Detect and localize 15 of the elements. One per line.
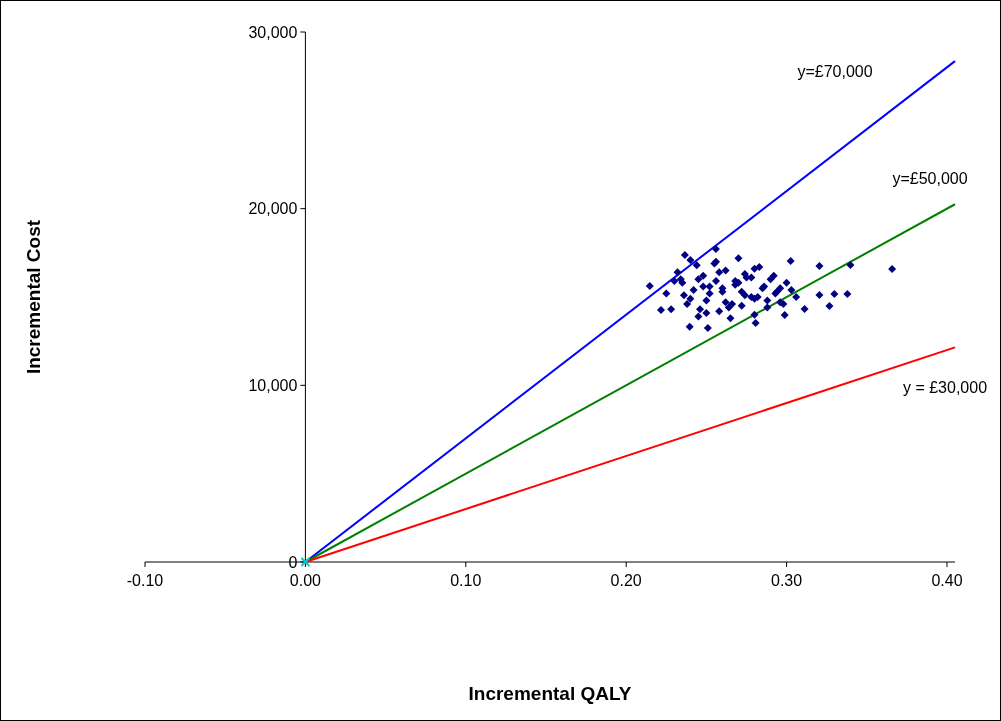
y-axis-title: Incremental Cost [23,219,44,375]
x-tick-label: -0.10 [126,572,164,589]
x-tick-label: 0.10 [450,572,482,589]
x-tick-label: 0.00 [289,572,322,589]
series-label: y=£50,000 [892,169,968,187]
x-tick-label: 0.20 [610,572,642,589]
y-tick-label: 10,000 [248,376,298,394]
x-axis-title: Incremental QALY [468,683,632,704]
y-tick-label: 0 [288,553,298,571]
y-tick-label: 20,000 [248,200,298,218]
text: y=£70,000 [797,62,873,80]
x-tick-label: 0.30 [771,572,803,589]
y-tick-label: 30,000 [248,23,298,41]
x-tick-label: 0.40 [931,572,963,589]
series-label: y = £30,000 [902,378,988,396]
